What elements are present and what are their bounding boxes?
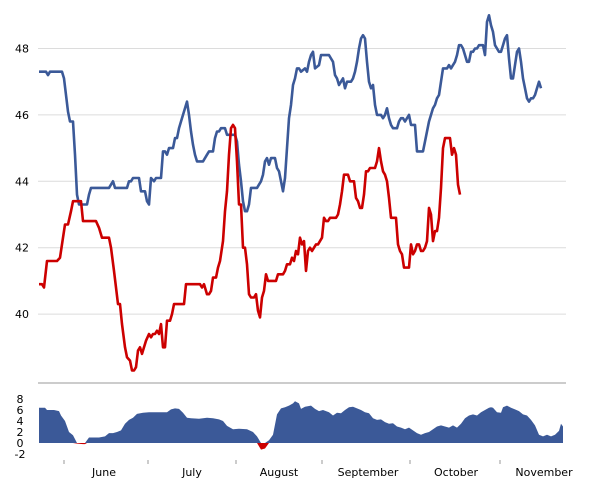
lower-y-tick-label: 8 xyxy=(17,393,24,406)
main-y-tick-label: 46 xyxy=(15,109,29,122)
main-plot-series xyxy=(39,14,543,372)
x-tick-label-september: September xyxy=(338,466,399,479)
red-series-line xyxy=(39,123,462,372)
main-y-axis-labels: 40 42 44 46 48 xyxy=(15,43,29,322)
lower-y-tick-label: 6 xyxy=(17,404,24,417)
lower-y-tick-label: 0 xyxy=(17,437,24,450)
blue-series-line xyxy=(39,14,543,213)
lower-y-tick-label: 4 xyxy=(17,415,24,428)
x-tick-label-august: August xyxy=(260,466,299,479)
main-plot-background xyxy=(38,10,566,383)
main-plot-gridlines xyxy=(38,10,566,384)
lower-area-plot xyxy=(39,401,563,450)
main-y-tick-label: 42 xyxy=(15,242,29,255)
x-tick-label-july: July xyxy=(181,466,202,479)
x-tick-label-october: October xyxy=(434,466,478,479)
lower-y-tick-label: -2 xyxy=(15,448,26,461)
main-y-tick-label: 40 xyxy=(15,308,29,321)
lower-area-positive xyxy=(39,401,563,443)
main-y-tick-label: 48 xyxy=(15,43,29,56)
lower-area-negative xyxy=(39,443,563,450)
x-axis-month-labels: June July August September October November xyxy=(63,460,573,479)
main-y-tick-label: 44 xyxy=(15,175,29,188)
x-tick-label-june: June xyxy=(91,466,116,479)
lower-y-tick-label: 2 xyxy=(17,426,24,439)
x-tick-label-november: November xyxy=(515,466,573,479)
